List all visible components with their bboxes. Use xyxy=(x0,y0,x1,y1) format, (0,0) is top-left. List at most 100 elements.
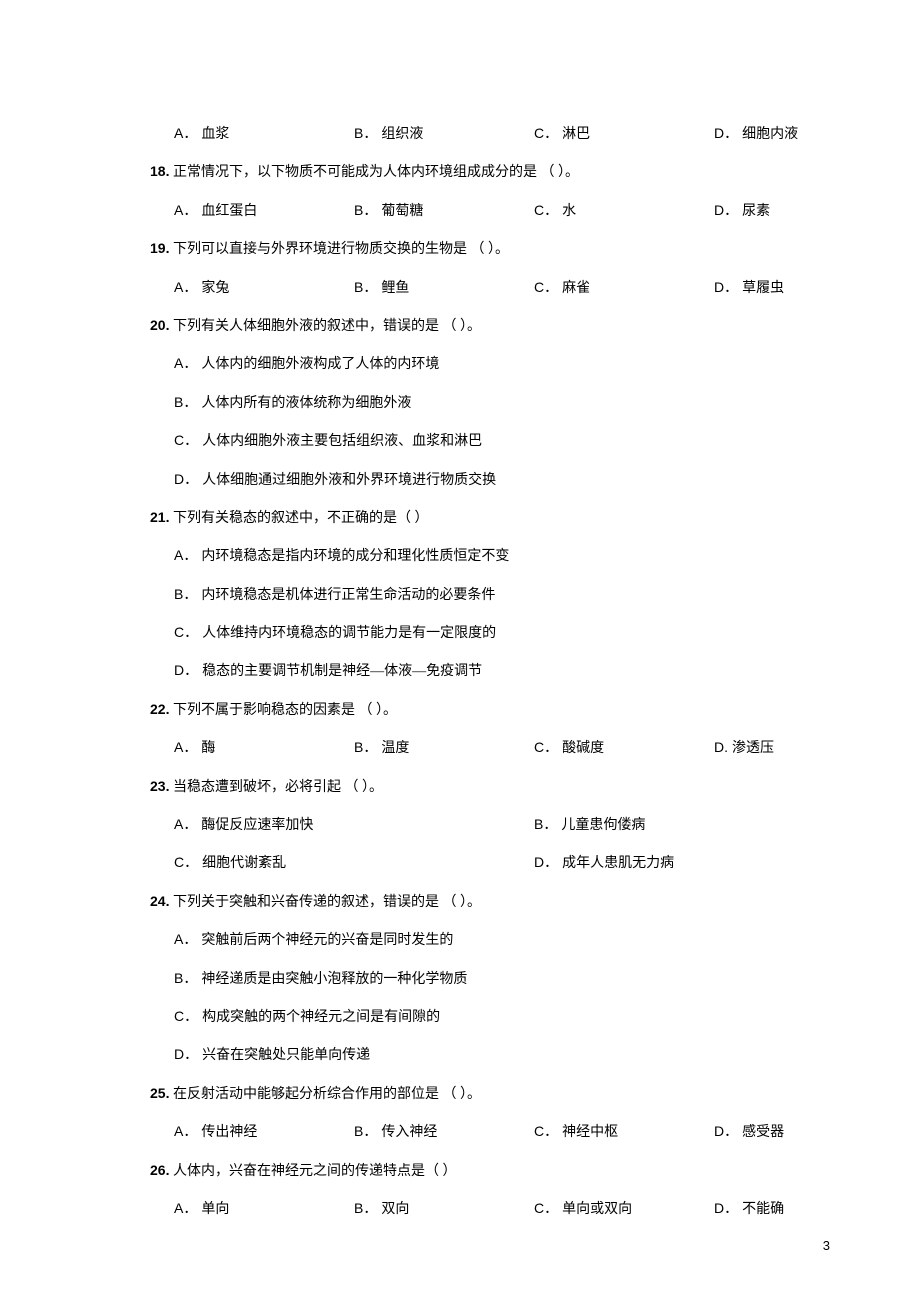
q23-opt-c: C．细胞代谢紊乱 xyxy=(174,844,534,882)
q19-stem: 19. 下列可以直接与外界环境进行物质交换的生物是 （ ）。 xyxy=(150,230,830,268)
q22-opt-a: A．酶 xyxy=(174,729,354,767)
q23-options-row2: C．细胞代谢紊乱 D．成年人患肌无力病 xyxy=(150,844,830,882)
q17-opt-a: A．血浆 xyxy=(174,115,354,153)
q26-options: A．单向 B．双向 C．单向或双向 D．不能确 xyxy=(150,1190,830,1228)
q25-options: A．传出神经 B．传入神经 C．神经中枢 D．感受器 xyxy=(150,1113,830,1151)
q22-opt-b: B．温度 xyxy=(354,729,534,767)
q24-opt-b-text: 神经递质是由突触小泡释放的一种化学物质 xyxy=(201,972,467,987)
q23-opt-a: A．酶促反应速率加快 xyxy=(174,806,534,844)
q26-opt-a: A．单向 xyxy=(174,1190,354,1228)
q21-opt-b: B．内环境稳态是机体进行正常生命活动的必要条件 xyxy=(150,576,830,614)
q24-opt-d: D．兴奋在突触处只能单向传递 xyxy=(150,1036,830,1074)
q24-opt-b: B．神经递质是由突触小泡释放的一种化学物质 xyxy=(150,960,830,998)
q18-opt-c-text: 水 xyxy=(562,204,576,219)
q26-opt-b-text: 双向 xyxy=(381,1202,409,1217)
q20-opt-c-text: 人体内细胞外液主要包括组织液、血浆和淋巴 xyxy=(202,434,482,449)
q26-opt-b: B．双向 xyxy=(354,1190,534,1228)
q21-opt-a-text: 内环境稳态是指内环境的成分和理化性质恒定不变 xyxy=(201,549,509,564)
q24-num: 24. xyxy=(150,893,169,909)
q17-options: A．血浆 B．组织液 C．淋巴 D．细胞内液 xyxy=(150,115,830,153)
q18-num: 18. xyxy=(150,163,169,179)
q18-opt-a: A．血红蛋白 xyxy=(174,192,354,230)
q22-stem: 22. 下列不属于影响稳态的因素是 （ ）。 xyxy=(150,691,830,729)
q18-opt-b: B．葡萄糖 xyxy=(354,192,534,230)
q25-opt-b-text: 传入神经 xyxy=(381,1125,437,1140)
q17-opt-b: B．组织液 xyxy=(354,115,534,153)
q21-opt-b-text: 内环境稳态是机体进行正常生命活动的必要条件 xyxy=(201,588,495,603)
q22-opt-b-text: 温度 xyxy=(381,741,409,756)
q22-stem-text: 下列不属于影响稳态的因素是 （ ）。 xyxy=(173,703,397,718)
q18-opt-c: C．水 xyxy=(534,192,714,230)
q18-options: A．血红蛋白 B．葡萄糖 C．水 D．尿素 xyxy=(150,192,830,230)
q18-opt-d-text: 尿素 xyxy=(742,204,770,219)
q20-opt-a-text: 人体内的细胞外液构成了人体的内环境 xyxy=(201,357,439,372)
q25-opt-b: B．传入神经 xyxy=(354,1113,534,1151)
q24-opt-a: A．突触前后两个神经元的兴奋是同时发生的 xyxy=(150,921,830,959)
q23-options-row1: A．酶促反应速率加快 B．儿童患佝偻病 xyxy=(150,806,830,844)
q18-opt-d: D．尿素 xyxy=(714,192,894,230)
q22-opt-d-text: 渗透压 xyxy=(732,741,774,756)
q20-opt-b-text: 人体内所有的液体统称为细胞外液 xyxy=(201,396,411,411)
q17-opt-b-text: 组织液 xyxy=(381,127,423,142)
q19-opt-b-text: 鲤鱼 xyxy=(381,281,409,296)
q19-opt-a-text: 家兔 xyxy=(201,281,229,296)
q19-opt-c-text: 麻雀 xyxy=(562,281,590,296)
q25-num: 25. xyxy=(150,1085,169,1101)
q18-opt-b-text: 葡萄糖 xyxy=(381,204,423,219)
q25-opt-d: D．感受器 xyxy=(714,1113,894,1151)
q20-opt-c: C．人体内细胞外液主要包括组织液、血浆和淋巴 xyxy=(150,422,830,460)
q26-opt-c: C．单向或双向 xyxy=(534,1190,714,1228)
q25-stem-text: 在反射活动中能够起分析综合作用的部位是 （ ）。 xyxy=(173,1087,481,1102)
q21-opt-c-text: 人体维持内环境稳态的调节能力是有一定限度的 xyxy=(202,626,496,641)
q26-stem: 26. 人体内，兴奋在神经元之间的传递特点是（ ） xyxy=(150,1152,830,1190)
q25-opt-c-text: 神经中枢 xyxy=(562,1125,618,1140)
page: A．血浆 B．组织液 C．淋巴 D．细胞内液 18. 正常情况下，以下物质不可能… xyxy=(0,0,920,1303)
q25-opt-a-text: 传出神经 xyxy=(201,1125,257,1140)
q25-opt-d-text: 感受器 xyxy=(742,1125,784,1140)
q21-stem-text: 下列有关稳态的叙述中，不正确的是（ ） xyxy=(173,511,429,526)
q23-stem-text: 当稳态遭到破坏，必将引起 （ ）。 xyxy=(173,780,383,795)
q24-stem: 24. 下列关于突触和兴奋传递的叙述，错误的是 （ ）。 xyxy=(150,883,830,921)
q20-opt-d: D．人体细胞通过细胞外液和外界环境进行物质交换 xyxy=(150,461,830,499)
q17-opt-d-text: 细胞内液 xyxy=(742,127,798,142)
q23-num: 23. xyxy=(150,778,169,794)
q23-opt-c-text: 细胞代谢紊乱 xyxy=(202,856,286,871)
q19-options: A．家兔 B．鲤鱼 C．麻雀 D．草履虫 xyxy=(150,269,830,307)
q24-opt-a-text: 突触前后两个神经元的兴奋是同时发生的 xyxy=(201,933,453,948)
q18-opt-a-text: 血红蛋白 xyxy=(201,204,257,219)
q20-stem: 20. 下列有关人体细胞外液的叙述中，错误的是 （ ）。 xyxy=(150,307,830,345)
q17-opt-c: C．淋巴 xyxy=(534,115,714,153)
q22-opt-c: C．酸碱度 xyxy=(534,729,714,767)
q23-opt-a-text: 酶促反应速率加快 xyxy=(201,818,313,833)
q23-opt-d: D．成年人患肌无力病 xyxy=(534,844,894,882)
q17-opt-a-text: 血浆 xyxy=(201,127,229,142)
q21-opt-a: A．内环境稳态是指内环境的成分和理化性质恒定不变 xyxy=(150,537,830,575)
q24-opt-c: C．构成突触的两个神经元之间是有间隙的 xyxy=(150,998,830,1036)
q17-opt-c-text: 淋巴 xyxy=(562,127,590,142)
q25-opt-c: C．神经中枢 xyxy=(534,1113,714,1151)
q20-opt-b: B．人体内所有的液体统称为细胞外液 xyxy=(150,384,830,422)
q25-stem: 25. 在反射活动中能够起分析综合作用的部位是 （ ）。 xyxy=(150,1075,830,1113)
q20-stem-text: 下列有关人体细胞外液的叙述中，错误的是 （ ）。 xyxy=(173,319,481,334)
q19-opt-b: B．鲤鱼 xyxy=(354,269,534,307)
q22-num: 22. xyxy=(150,701,169,717)
q23-stem: 23. 当稳态遭到破坏，必将引起 （ ）。 xyxy=(150,768,830,806)
q18-stem: 18. 正常情况下，以下物质不可能成为人体内环境组成成分的是 （ ）。 xyxy=(150,153,830,191)
q21-opt-d: D．稳态的主要调节机制是神经—体液—免疫调节 xyxy=(150,652,830,690)
q19-stem-text: 下列可以直接与外界环境进行物质交换的生物是 （ ）。 xyxy=(173,242,509,257)
q19-opt-a: A．家兔 xyxy=(174,269,354,307)
q19-num: 19. xyxy=(150,240,169,256)
q25-opt-a: A．传出神经 xyxy=(174,1113,354,1151)
q19-opt-c: C．麻雀 xyxy=(534,269,714,307)
q22-opt-a-text: 酶 xyxy=(201,741,215,756)
q26-opt-d-text: 不能确 xyxy=(742,1202,784,1217)
q19-opt-d: D．草履虫 xyxy=(714,269,894,307)
q26-opt-c-text: 单向或双向 xyxy=(562,1202,632,1217)
q20-opt-a: A．人体内的细胞外液构成了人体的内环境 xyxy=(150,345,830,383)
q21-stem: 21. 下列有关稳态的叙述中，不正确的是（ ） xyxy=(150,499,830,537)
q17-opt-d: D．细胞内液 xyxy=(714,115,894,153)
q21-num: 21. xyxy=(150,509,169,525)
q24-stem-text: 下列关于突触和兴奋传递的叙述，错误的是 （ ）。 xyxy=(173,895,481,910)
q23-opt-b-text: 儿童患佝偻病 xyxy=(561,818,645,833)
q22-opt-c-text: 酸碱度 xyxy=(562,741,604,756)
